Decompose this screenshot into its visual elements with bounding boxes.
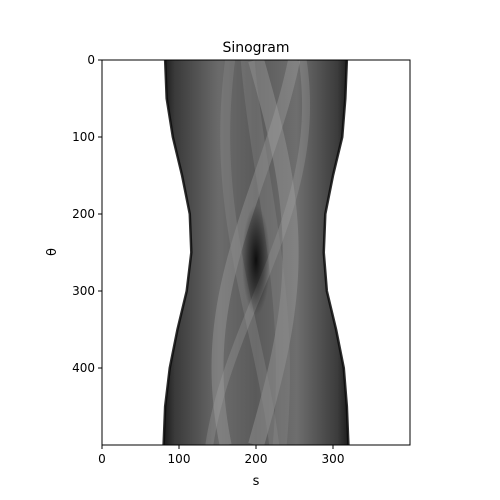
- chart-title: Sinogram: [222, 40, 289, 56]
- sinogram-trace-0: [248, 60, 299, 445]
- x-axis-label: s: [253, 474, 260, 489]
- sinogram-dark-core: [242, 205, 270, 316]
- x-tick-label: 300: [322, 452, 345, 466]
- y-tick-label: 0: [87, 53, 95, 67]
- sinogram-trace-1: [211, 60, 300, 445]
- x-tick-label: 200: [245, 452, 268, 466]
- sinogram-trace-4: [240, 60, 290, 445]
- sinogram-edge-left: [162, 60, 193, 445]
- sinogram-edge-right: [322, 60, 350, 445]
- sinogram-trace-2: [220, 60, 280, 445]
- x-tick-label: 0: [98, 452, 106, 466]
- y-tick-label: 100: [72, 130, 95, 144]
- sinogram-trace-3: [205, 60, 311, 445]
- y-tick-label: 400: [72, 361, 95, 375]
- x-axis: 0 100 200 300: [98, 445, 344, 466]
- x-tick-label: 100: [168, 452, 191, 466]
- y-axis-label: θ: [45, 248, 60, 256]
- y-tick-label: 200: [72, 207, 95, 221]
- sinogram-image: [162, 60, 350, 445]
- y-axis: 0 100 200 300 400: [72, 53, 102, 375]
- y-tick-label: 300: [72, 284, 95, 298]
